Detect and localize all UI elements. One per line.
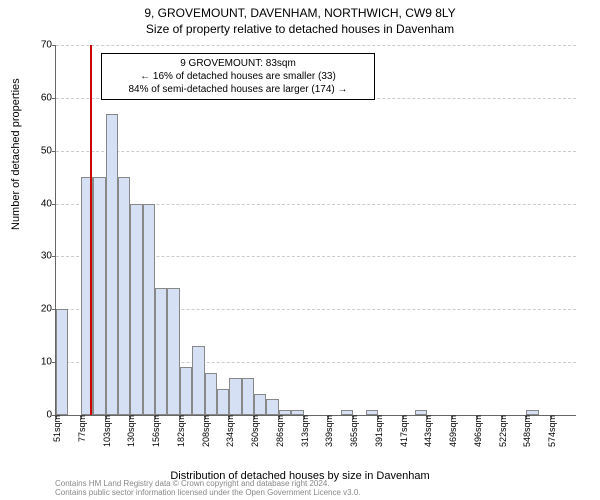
footer-line2: Contains public sector information licen… [55, 488, 361, 498]
histogram-bar [130, 204, 142, 415]
x-tick-label: 391sqm [372, 415, 384, 447]
histogram-bar [106, 114, 118, 415]
x-tick-label: 443sqm [421, 415, 433, 447]
histogram-bar [242, 378, 254, 415]
histogram-bar [167, 288, 179, 415]
histogram-bar [118, 177, 130, 415]
histogram-bar [254, 394, 266, 415]
histogram-bar [205, 373, 217, 415]
footer-line1: Contains HM Land Registry data © Crown c… [55, 479, 361, 489]
histogram-bar [217, 389, 229, 415]
y-tick-mark [52, 45, 56, 46]
x-tick-label: 156sqm [149, 415, 161, 447]
x-tick-label: 130sqm [124, 415, 136, 447]
y-tick-mark [52, 204, 56, 205]
y-tick-mark [52, 151, 56, 152]
x-tick-label: 313sqm [298, 415, 310, 447]
histogram-bar [192, 346, 204, 415]
x-tick-label: 77sqm [75, 415, 87, 442]
x-tick-label: 548sqm [520, 415, 532, 447]
histogram-bar [266, 399, 278, 415]
x-tick-label: 182sqm [174, 415, 186, 447]
y-axis-label: Number of detached properties [10, 78, 22, 230]
x-tick-label: 522sqm [496, 415, 508, 447]
histogram-bar [229, 378, 241, 415]
chart-title-sub: Size of property relative to detached ho… [0, 22, 600, 36]
annotation-line1: 9 GROVEMOUNT: 83sqm [108, 57, 368, 70]
histogram-bar [180, 367, 192, 415]
x-tick-label: 496sqm [471, 415, 483, 447]
histogram-bar [143, 204, 155, 415]
annotation-line3: 84% of semi-detached houses are larger (… [108, 83, 368, 96]
x-tick-label: 339sqm [322, 415, 334, 447]
gridline [56, 45, 576, 46]
histogram-bar [56, 309, 68, 415]
histogram-bar [93, 177, 105, 415]
histogram-bar [155, 288, 167, 415]
x-tick-label: 51sqm [50, 415, 62, 442]
x-tick-label: 365sqm [347, 415, 359, 447]
chart-title-main: 9, GROVEMOUNT, DAVENHAM, NORTHWICH, CW9 … [0, 6, 600, 20]
x-tick-label: 103sqm [100, 415, 112, 447]
plot-area: 01020304050607051sqm77sqm103sqm130sqm156… [55, 45, 576, 416]
gridline [56, 151, 576, 152]
annotation-box: 9 GROVEMOUNT: 83sqm ← 16% of detached ho… [101, 53, 375, 100]
footer-text: Contains HM Land Registry data © Crown c… [55, 479, 361, 498]
x-tick-label: 469sqm [446, 415, 458, 447]
x-tick-label: 286sqm [273, 415, 285, 447]
property-marker-line [90, 45, 92, 415]
x-tick-label: 234sqm [223, 415, 235, 447]
y-tick-mark [52, 98, 56, 99]
y-tick-mark [52, 256, 56, 257]
x-tick-label: 260sqm [248, 415, 260, 447]
annotation-line2: ← 16% of detached houses are smaller (33… [108, 70, 368, 83]
x-tick-label: 574sqm [545, 415, 557, 447]
x-tick-label: 208sqm [199, 415, 211, 447]
chart-container: 9, GROVEMOUNT, DAVENHAM, NORTHWICH, CW9 … [0, 0, 600, 500]
x-tick-label: 417sqm [397, 415, 409, 447]
